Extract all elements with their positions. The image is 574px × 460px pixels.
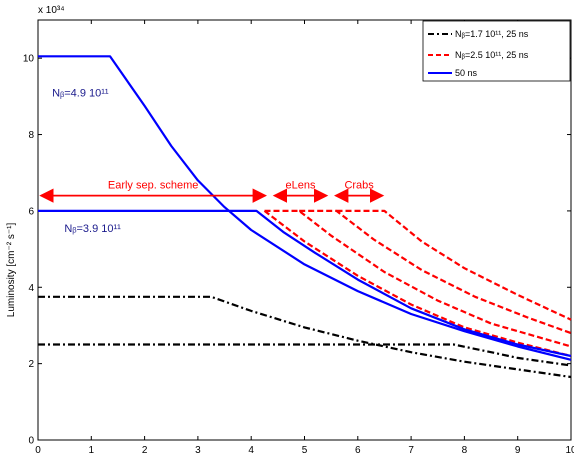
y-tick-label: 4 [28, 283, 34, 294]
plot-area [37, 19, 572, 441]
annotation-2: Nᵦ=3.9 10¹¹ [64, 223, 121, 235]
x-tick-label: 6 [355, 445, 361, 456]
x-tick-label: 7 [408, 445, 414, 456]
series-line-8 [38, 209, 572, 358]
legend-label-3: 50 ns [455, 68, 478, 78]
y-axis-label: Luminosity [cm⁻² s⁻¹] [6, 223, 17, 318]
range-arrow-label-3: Crabs [344, 180, 374, 192]
legend-box [422, 20, 571, 82]
series-line-3 [263, 210, 572, 358]
x-tick-label: 10 [565, 445, 574, 456]
range-arrow-label-2: eLens [286, 180, 316, 192]
y-tick-label: 0 [28, 436, 34, 447]
y-multiplier: x 10³⁴ [38, 5, 65, 16]
annotations: Nᵦ=4.9 10¹¹ Nᵦ=3.9 10¹¹ [52, 88, 121, 236]
y-tick-label: 6 [28, 206, 34, 217]
series-lines [38, 55, 572, 379]
range-arrow-label-1: Early sep. scheme [108, 180, 198, 192]
x-tick-label: 8 [462, 445, 468, 456]
range-arrows: Early sep. scheme eLens Crabs [39, 180, 385, 203]
legend-label-1: Nᵦ=1.7 10¹¹, 25 ns [455, 29, 529, 39]
y-tick-label: 2 [28, 359, 34, 370]
x-tick-label: 2 [142, 445, 148, 456]
annotation-1: Nᵦ=4.9 10¹¹ [52, 88, 109, 100]
y-tick-label: 10 [23, 54, 35, 65]
x-tick-label: 3 [195, 445, 201, 456]
series-line-7 [38, 55, 572, 361]
x-tick-label: 0 [35, 445, 41, 456]
series-line-1 [38, 295, 572, 379]
legend-label-2: Nᵦ=2.5 10¹¹, 25 ns [455, 50, 529, 60]
series-line-6 [336, 209, 572, 321]
x-tick-label: 4 [248, 445, 254, 456]
y-tick-label: 8 [28, 130, 34, 141]
axis-ticks: 0 1 2 3 4 5 6 7 8 9 10 0 2 4 6 8 10 [23, 20, 574, 456]
legend: Nᵦ=1.7 10¹¹, 25 ns Nᵦ=2.5 10¹¹, 25 ns 50… [422, 20, 571, 82]
x-tick-label: 5 [302, 445, 308, 456]
series-line-4 [264, 209, 572, 348]
series-line-2 [38, 343, 572, 367]
x-tick-label: 9 [515, 445, 521, 456]
x-tick-label: 1 [89, 445, 95, 456]
